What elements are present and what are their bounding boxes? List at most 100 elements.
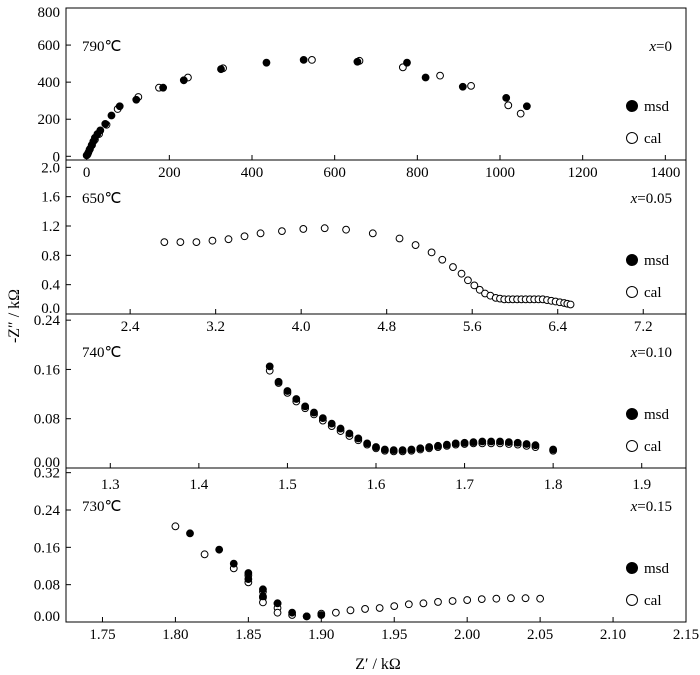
panel-3-x-tick-label: 1.3 — [101, 477, 120, 493]
panel-4-msd-point — [229, 559, 238, 568]
panel-3-legend-cal-marker — [626, 440, 638, 452]
panel-1-cal-point — [308, 56, 316, 64]
panel-1-x-tick-label: 1400 — [650, 165, 680, 181]
panel-2-legend-cal-marker — [626, 286, 638, 298]
panel-4-msd-point — [244, 575, 253, 583]
panel-4-cal-point — [536, 594, 545, 603]
panel-2-frame — [65, 159, 687, 315]
panel-2-x-tick-label: 4.8 — [377, 319, 396, 335]
panel-1-x-tick-label: 1000 — [485, 165, 515, 181]
panel-1-msd-point — [107, 111, 116, 120]
panel-2-cal-point — [457, 269, 466, 278]
panel-4-frame — [65, 467, 687, 623]
panel-4-cal-point — [375, 604, 384, 612]
panel-3-msd-point — [469, 438, 478, 447]
panel-1-legend-cal-marker — [626, 132, 638, 144]
panel-3-msd-point — [416, 444, 425, 453]
panel-3-msd-point — [478, 437, 487, 446]
panel-2-cal-point — [411, 241, 420, 249]
panel-3-msd-point — [442, 440, 451, 449]
panel-4-legend-cal-label: cal — [644, 593, 661, 609]
panel-1-msd-point — [132, 95, 141, 104]
panel-2-cal-point — [470, 281, 479, 290]
panel-4-legend-msd-marker — [626, 562, 638, 574]
panel-4-composition-label: x=0.15 — [630, 499, 672, 515]
panel-4-cal-point — [448, 597, 457, 605]
panel-3-msd-point — [487, 437, 496, 446]
panel-1-cal-point — [504, 101, 513, 110]
panel-4-y-tick-label: 0.32 — [34, 466, 60, 482]
panel-1-msd-point — [101, 119, 110, 128]
panel-3-y-tick-label: 0.16 — [34, 362, 61, 378]
panel-1-y-tick-label: 400 — [38, 75, 61, 91]
panel-1-msd-point — [115, 102, 124, 111]
panel-4-x-tick-label: 2.05 — [527, 627, 553, 643]
panel-1-cal-point — [436, 71, 444, 80]
panel-3-temperature-label: 740℃ — [82, 345, 121, 361]
panel-4-cal-point — [346, 606, 355, 615]
panel-3-msd-point — [504, 438, 513, 447]
panel-4-cal-point — [492, 594, 501, 603]
panel-3-msd-point — [496, 437, 504, 446]
y-axis-title: -Z″ / kΩ — [6, 289, 23, 343]
panel-4-x-tick-label: 1.95 — [381, 627, 407, 643]
panel-1-composition-label: x=0 — [648, 39, 672, 55]
panel-1-legend-msd-marker — [626, 100, 638, 112]
panel-2-y-tick-label: 0.8 — [41, 248, 60, 264]
panel-1-msd-point — [421, 73, 430, 82]
panel-4-x-tick-label: 1.90 — [308, 627, 334, 643]
panel-2-cal-point — [427, 248, 436, 257]
panel-2-x-tick-label: 5.6 — [463, 319, 482, 335]
panel-1-y-tick-label: 200 — [38, 112, 61, 128]
panel-2-cal-point — [176, 238, 185, 247]
panel-3-msd-point — [301, 402, 310, 411]
panel-3-legend-msd-label: msd — [644, 407, 670, 423]
panel-4-cal-point — [331, 608, 340, 617]
panel-1-x-tick-label: 1200 — [568, 165, 598, 181]
panel-4-cal-point — [200, 550, 209, 559]
panel-4-cal-point — [273, 608, 282, 617]
panel-1-msd-point — [522, 102, 531, 111]
panel-2-cal-point — [320, 224, 329, 233]
panel-2-cal-point — [278, 227, 286, 236]
panel-2-legend-cal-label: cal — [644, 285, 661, 301]
panel-3-x-tick-label: 1.9 — [632, 477, 651, 493]
panel-4-cal-point — [434, 598, 442, 606]
panel-1-x-tick-label: 600 — [323, 165, 346, 181]
panel-2-y-tick-label: 0.4 — [41, 278, 60, 294]
panel-1-cal-point — [516, 109, 525, 118]
panel-3-msd-point — [407, 445, 416, 454]
panel-3-legend-cal-label: cal — [644, 439, 661, 455]
panel-4-cal-point — [419, 599, 428, 608]
panel-3-msd-point — [513, 438, 522, 447]
panel-3-msd-point — [434, 441, 442, 450]
panel-1-x-tick-label: 200 — [158, 165, 181, 181]
panel-2-cal-point — [160, 238, 169, 247]
panel-1-x-tick-label: 0 — [83, 165, 91, 181]
panel-1-y-tick-label: 600 — [38, 38, 61, 54]
panel-4-y-tick-label: 0.24 — [34, 503, 61, 519]
panel-1-x-tick-label: 400 — [241, 165, 264, 181]
panel-2-legend-msd-marker — [626, 254, 638, 266]
panel-3-msd-point — [283, 387, 292, 395]
panel-2-cal-point — [342, 225, 350, 234]
panel-3-x-tick-label: 1.5 — [278, 477, 297, 493]
panel-4-msd-point — [288, 608, 297, 617]
panel-1-temperature-label: 790℃ — [82, 39, 121, 55]
panel-1-x-tick-label: 800 — [406, 165, 429, 181]
panel-3-msd-point — [372, 443, 380, 451]
panel-1-msd-point — [179, 76, 188, 85]
panel-4-cal-point — [507, 594, 515, 603]
panel-4-y-tick-label: 0.08 — [34, 578, 60, 594]
panel-3-msd-point — [425, 443, 434, 451]
panel-1-legend-cal-label: cal — [644, 131, 661, 147]
panel-3-msd-point — [318, 414, 327, 423]
panel-1-msd-point — [96, 126, 105, 135]
panel-4-cal-point — [171, 522, 180, 531]
panel-4-cal-point — [361, 605, 369, 613]
panel-3-msd-point — [265, 362, 274, 371]
panel-1-msd-point — [262, 58, 271, 67]
panel-1-y-tick-label: 800 — [38, 5, 61, 21]
panel-1-msd-point — [403, 58, 411, 67]
panel-2-x-tick-label: 4.0 — [292, 319, 311, 335]
